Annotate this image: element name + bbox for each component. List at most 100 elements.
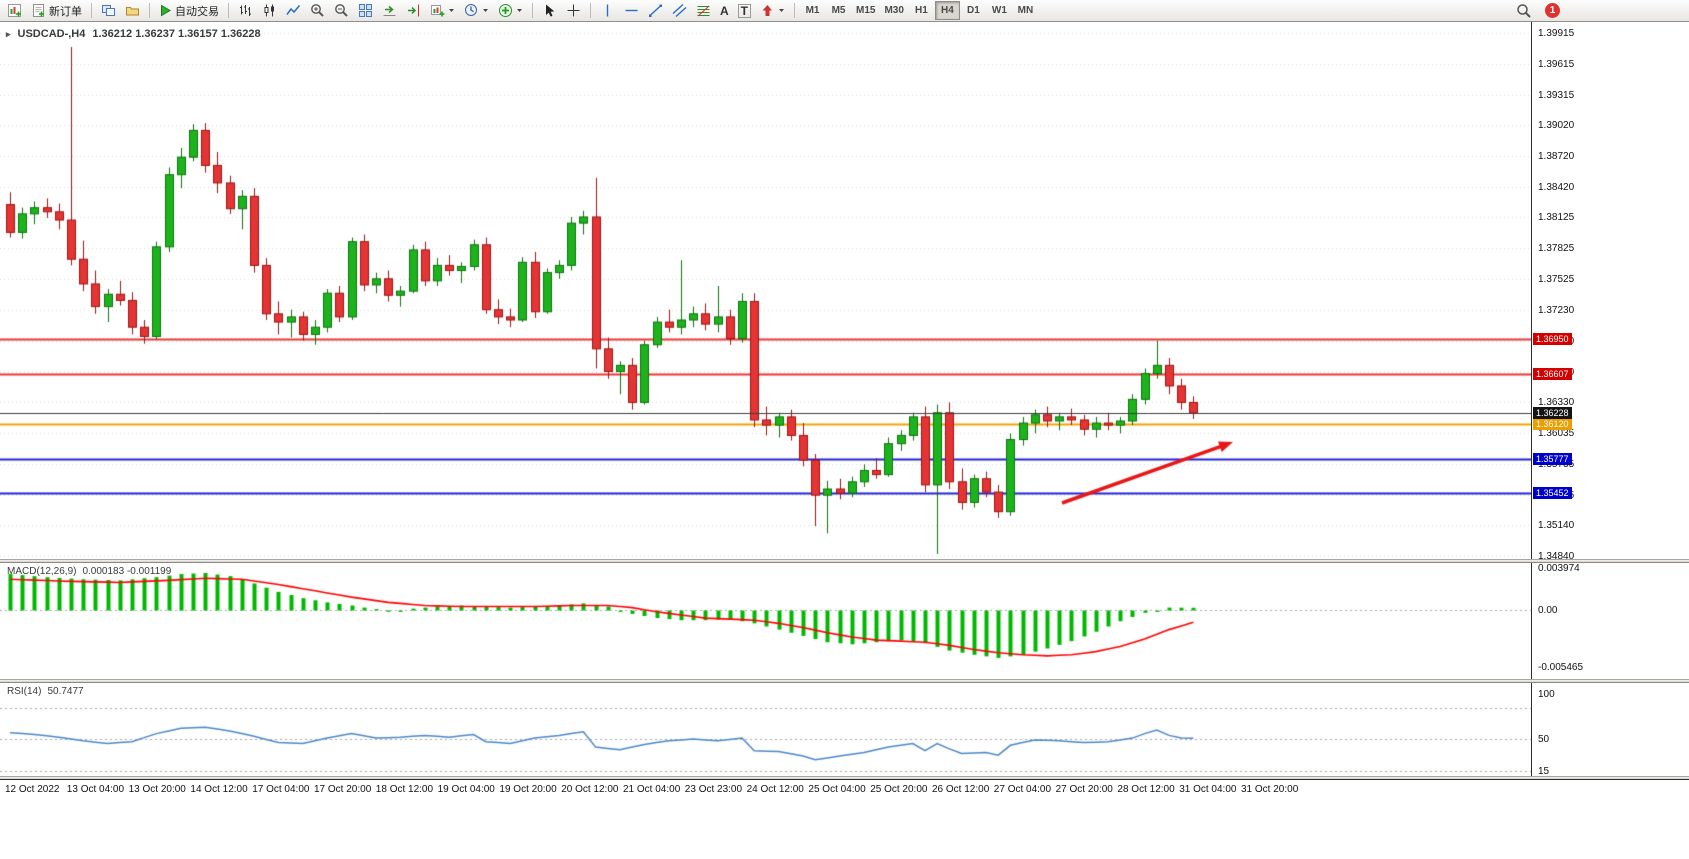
channel-icon — [672, 3, 687, 18]
horizontal-line-icon — [625, 9, 638, 12]
time-axis-label: 25 Oct 20:00 — [870, 784, 928, 795]
price-axis-label: 1.39020 — [1538, 120, 1575, 132]
clock-icon — [465, 4, 477, 16]
price-tag: 1.35777 — [1533, 453, 1572, 466]
charts-window-icon — [102, 5, 115, 16]
auto-scroll-icon — [383, 5, 396, 16]
cursor-button[interactable] — [538, 1, 561, 20]
fibonacci-button[interactable] — [692, 1, 715, 20]
order-chart-icon — [431, 5, 445, 17]
cursor-icon — [546, 4, 555, 17]
timeframe-button-d1[interactable]: D1 — [961, 1, 986, 20]
periods-menu-button[interactable] — [460, 1, 493, 20]
price-axis-label: 1.38125 — [1538, 212, 1575, 224]
profiles-icon — [126, 7, 139, 16]
time-axis-label: 13 Oct 04:00 — [66, 784, 125, 795]
time-axis-label: 31 Oct 04:00 — [1179, 784, 1237, 795]
crosshair-button[interactable] — [562, 1, 585, 20]
time-axis-label: 24 Oct 12:00 — [746, 784, 804, 795]
search-button[interactable] — [1512, 1, 1536, 20]
price-chart-canvas[interactable] — [0, 22, 1531, 559]
timeframe-button-h4[interactable]: H4 — [934, 1, 960, 20]
toolbar-separator — [532, 3, 533, 18]
new-order-menu-button[interactable] — [426, 1, 459, 20]
text-label-button[interactable]: T — [734, 1, 755, 20]
horizontal-line-button[interactable] — [620, 1, 643, 20]
tile-windows-button[interactable] — [354, 1, 377, 20]
new-chart-icon — [8, 4, 21, 17]
auto-trading-button[interactable]: 自动交易 — [155, 1, 223, 20]
chart-shift-button[interactable] — [402, 1, 425, 20]
zoom-in-button[interactable] — [306, 1, 329, 20]
timeframe-button-m1[interactable]: M1 — [800, 1, 825, 20]
charts-window-button[interactable] — [97, 1, 120, 20]
candlestick-chart-icon — [264, 4, 274, 17]
timeframe-button-mn[interactable]: MN — [1013, 1, 1038, 20]
timeframe-button-h1[interactable]: H1 — [909, 1, 934, 20]
search-icon — [1517, 3, 1531, 18]
toolbar-separator — [228, 3, 229, 18]
time-axis-label: 19 Oct 20:00 — [499, 784, 557, 795]
trendline-button[interactable] — [644, 1, 667, 20]
price-axis-label: 1.38720 — [1538, 151, 1575, 163]
bar-chart-icon — [240, 5, 251, 16]
text-button[interactable]: A — [716, 1, 733, 20]
zoom-out-button[interactable] — [330, 1, 353, 20]
toolbar-separator — [590, 3, 591, 18]
toolbar: 新订单 自动交易 — [0, 0, 1689, 22]
price-tag: 1.36950 — [1533, 332, 1572, 345]
timeframe-button-w1[interactable]: W1 — [987, 1, 1012, 20]
profiles-button[interactable] — [121, 1, 144, 20]
timeframe-button-m30[interactable]: M30 — [880, 1, 907, 20]
time-axis-label: 25 Oct 04:00 — [808, 784, 866, 795]
macd-axis-label: 0.003974 — [1538, 563, 1580, 575]
toolbar-separator — [149, 3, 150, 18]
line-chart-button[interactable] — [282, 1, 305, 20]
macd-canvas[interactable] — [0, 563, 1531, 679]
timeframes-group: M1 M5 M15 M30 H1 H4 D1 W1 MN — [800, 1, 1038, 20]
timeframe-button-m5[interactable]: M5 — [826, 1, 851, 20]
panel-splitter[interactable] — [0, 559, 1689, 563]
auto-trading-icon — [161, 4, 171, 17]
dropdown-caret-icon — [449, 9, 454, 12]
zoom-in-icon — [311, 4, 324, 17]
channel-button[interactable] — [668, 1, 691, 20]
timeframe-button-m15[interactable]: M15 — [852, 1, 879, 20]
time-axis-label: 17 Oct 20:00 — [314, 784, 372, 795]
rsi-axis-label: 15 — [1538, 765, 1550, 777]
rsi-axis-label: 50 — [1538, 734, 1550, 745]
bar-chart-button[interactable] — [234, 1, 257, 20]
label-tool-icon: T — [737, 3, 752, 18]
price-axis-label: 1.37525 — [1538, 274, 1575, 286]
time-axis-label: 27 Oct 04:00 — [993, 784, 1052, 795]
new-order-button[interactable]: 新订单 — [27, 1, 86, 20]
toolbar-separator — [91, 3, 92, 18]
panel-splitter[interactable] — [0, 679, 1689, 683]
dropdown-caret-icon — [517, 9, 522, 12]
text-tool-icon: A — [720, 3, 729, 18]
arrows-button[interactable] — [756, 1, 789, 20]
new-chart-button[interactable] — [3, 1, 26, 20]
notification-badge[interactable]: 1 — [1545, 3, 1560, 18]
time-axis-label: 21 Oct 04:00 — [623, 784, 681, 795]
rsi-canvas[interactable] — [0, 683, 1531, 776]
price-axis-label: 1.34840 — [1538, 551, 1575, 562]
price-axis-label: 1.36330 — [1538, 397, 1575, 409]
time-axis[interactable]: 12 Oct 2022 13 Oct 04:00 13 Oct 20:00 14 Oc… — [0, 779, 1689, 799]
price-axis-strip[interactable]: 1.39915 1.39615 1.39315 1.39020 1.38720 1.384… — [1531, 22, 1689, 779]
candlestick-chart-button[interactable] — [258, 1, 281, 20]
price-axis-label: 1.35140 — [1538, 520, 1575, 532]
price-axis-label: 1.37230 — [1538, 304, 1575, 316]
time-axis-label: 23 Oct 23:00 — [684, 784, 743, 795]
time-axis-label: 12 Oct 2022 — [5, 784, 60, 795]
price-axis-label: 1.38420 — [1538, 182, 1575, 194]
indicators-menu-button[interactable] — [494, 1, 527, 20]
vertical-line-button[interactable] — [596, 1, 619, 20]
price-axis-label: 1.36035 — [1538, 427, 1575, 439]
chart-region: ▸ USDCAD-,H4 1.36212 1.36237 1.36157 1.3… — [0, 22, 1689, 859]
auto-scroll-button[interactable] — [378, 1, 401, 20]
time-axis-label: 14 Oct 12:00 — [190, 784, 248, 795]
price-tag: 1.36607 — [1533, 367, 1572, 380]
new-order-icon — [33, 4, 44, 17]
price-tag: 1.36120 — [1533, 418, 1572, 431]
